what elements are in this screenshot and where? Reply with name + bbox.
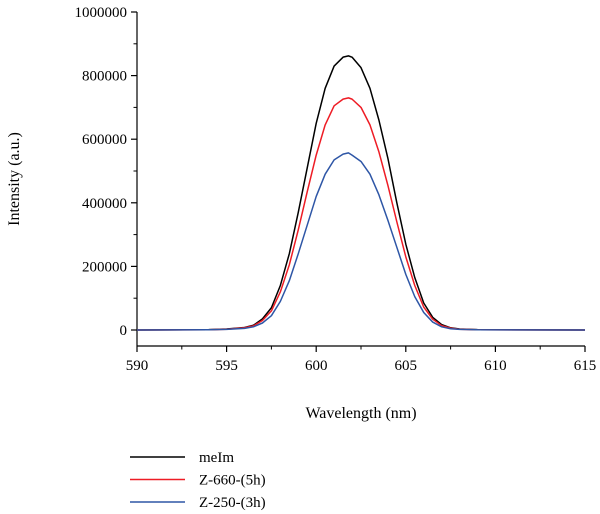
legend-label: Z-660-(5h) bbox=[199, 473, 266, 489]
y-tick-label: 800000 bbox=[82, 69, 127, 85]
y-tick-label: 0 bbox=[120, 323, 128, 339]
legend-label: meIm bbox=[199, 450, 234, 466]
x-tick-label: 615 bbox=[574, 358, 597, 374]
legend-label: Z-250-(3h) bbox=[199, 495, 266, 511]
x-axis-ticks: 590 595 600 605 610 615 bbox=[126, 346, 597, 374]
legend: meIm Z-660-(5h) Z-250-(3h) bbox=[130, 450, 266, 511]
y-tick-label: 200000 bbox=[82, 259, 127, 275]
y-tick-label: 400000 bbox=[82, 196, 127, 212]
x-tick-label: 605 bbox=[395, 358, 418, 374]
series-lines bbox=[136, 55, 586, 331]
y-axis-ticks: 0 200000 400000 600000 800000 1000000 bbox=[75, 5, 137, 339]
series-line-2 bbox=[136, 152, 586, 331]
x-tick-label: 600 bbox=[305, 358, 328, 374]
x-tick-label: 595 bbox=[215, 358, 238, 374]
x-axis-title: Wavelength (nm) bbox=[305, 405, 416, 422]
plot-area: 590 595 600 605 610 615 0 200000 400000 600000 80… bbox=[75, 5, 597, 374]
y-tick-label: 600000 bbox=[82, 132, 127, 148]
x-tick-label: 610 bbox=[484, 358, 507, 374]
x-tick-label: 590 bbox=[126, 358, 149, 374]
y-axis-title: Intensity (a.u.) bbox=[6, 132, 23, 226]
y-tick-label: 1000000 bbox=[75, 5, 128, 21]
series-line-0 bbox=[136, 55, 586, 331]
series-line-1 bbox=[136, 97, 586, 331]
